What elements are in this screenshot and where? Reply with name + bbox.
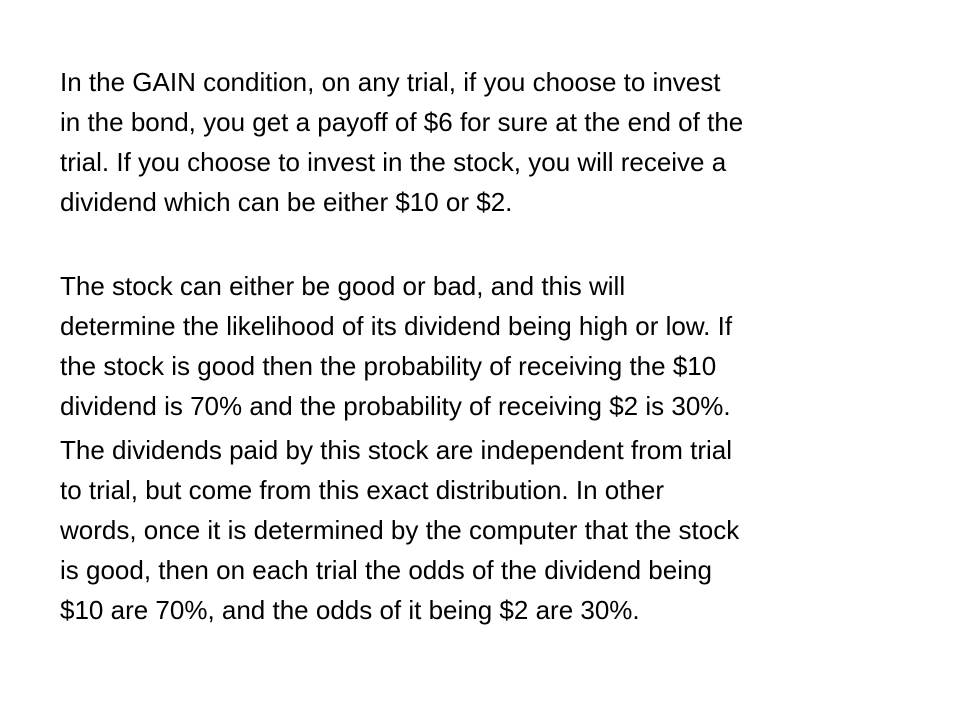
paragraph-line: words, once it is determined by the comp… bbox=[60, 515, 740, 545]
paragraph-line: the stock is good then the probability o… bbox=[60, 351, 717, 381]
paragraph-line: determine the likelihood of its dividend… bbox=[60, 311, 733, 341]
paragraph-stock-quality: The stock can either be good or bad, and… bbox=[60, 266, 910, 426]
paragraph-line: The dividends paid by this stock are ind… bbox=[60, 435, 733, 465]
paragraph-dividend-independence: The dividends paid by this stock are ind… bbox=[60, 430, 910, 630]
paragraph-line: The stock can either be good or bad, and… bbox=[60, 271, 626, 301]
paragraph-line: In the GAIN condition, on any trial, if … bbox=[60, 67, 721, 97]
paragraph-line: trial. If you choose to invest in the st… bbox=[60, 147, 727, 177]
paragraph-line: to trial, but come from this exact distr… bbox=[60, 475, 665, 505]
paragraph-line: $10 are 70%, and the odds of it being $2… bbox=[60, 595, 640, 625]
paragraph-line: dividend which can be either $10 or $2. bbox=[60, 187, 513, 217]
paragraph-line: is good, then on each trial the odds of … bbox=[60, 555, 712, 585]
paragraph-line: in the bond, you get a payoff of $6 for … bbox=[60, 107, 744, 137]
paragraph-gain-condition: In the GAIN condition, on any trial, if … bbox=[60, 62, 910, 222]
paragraph-line: dividend is 70% and the probability of r… bbox=[60, 391, 731, 421]
